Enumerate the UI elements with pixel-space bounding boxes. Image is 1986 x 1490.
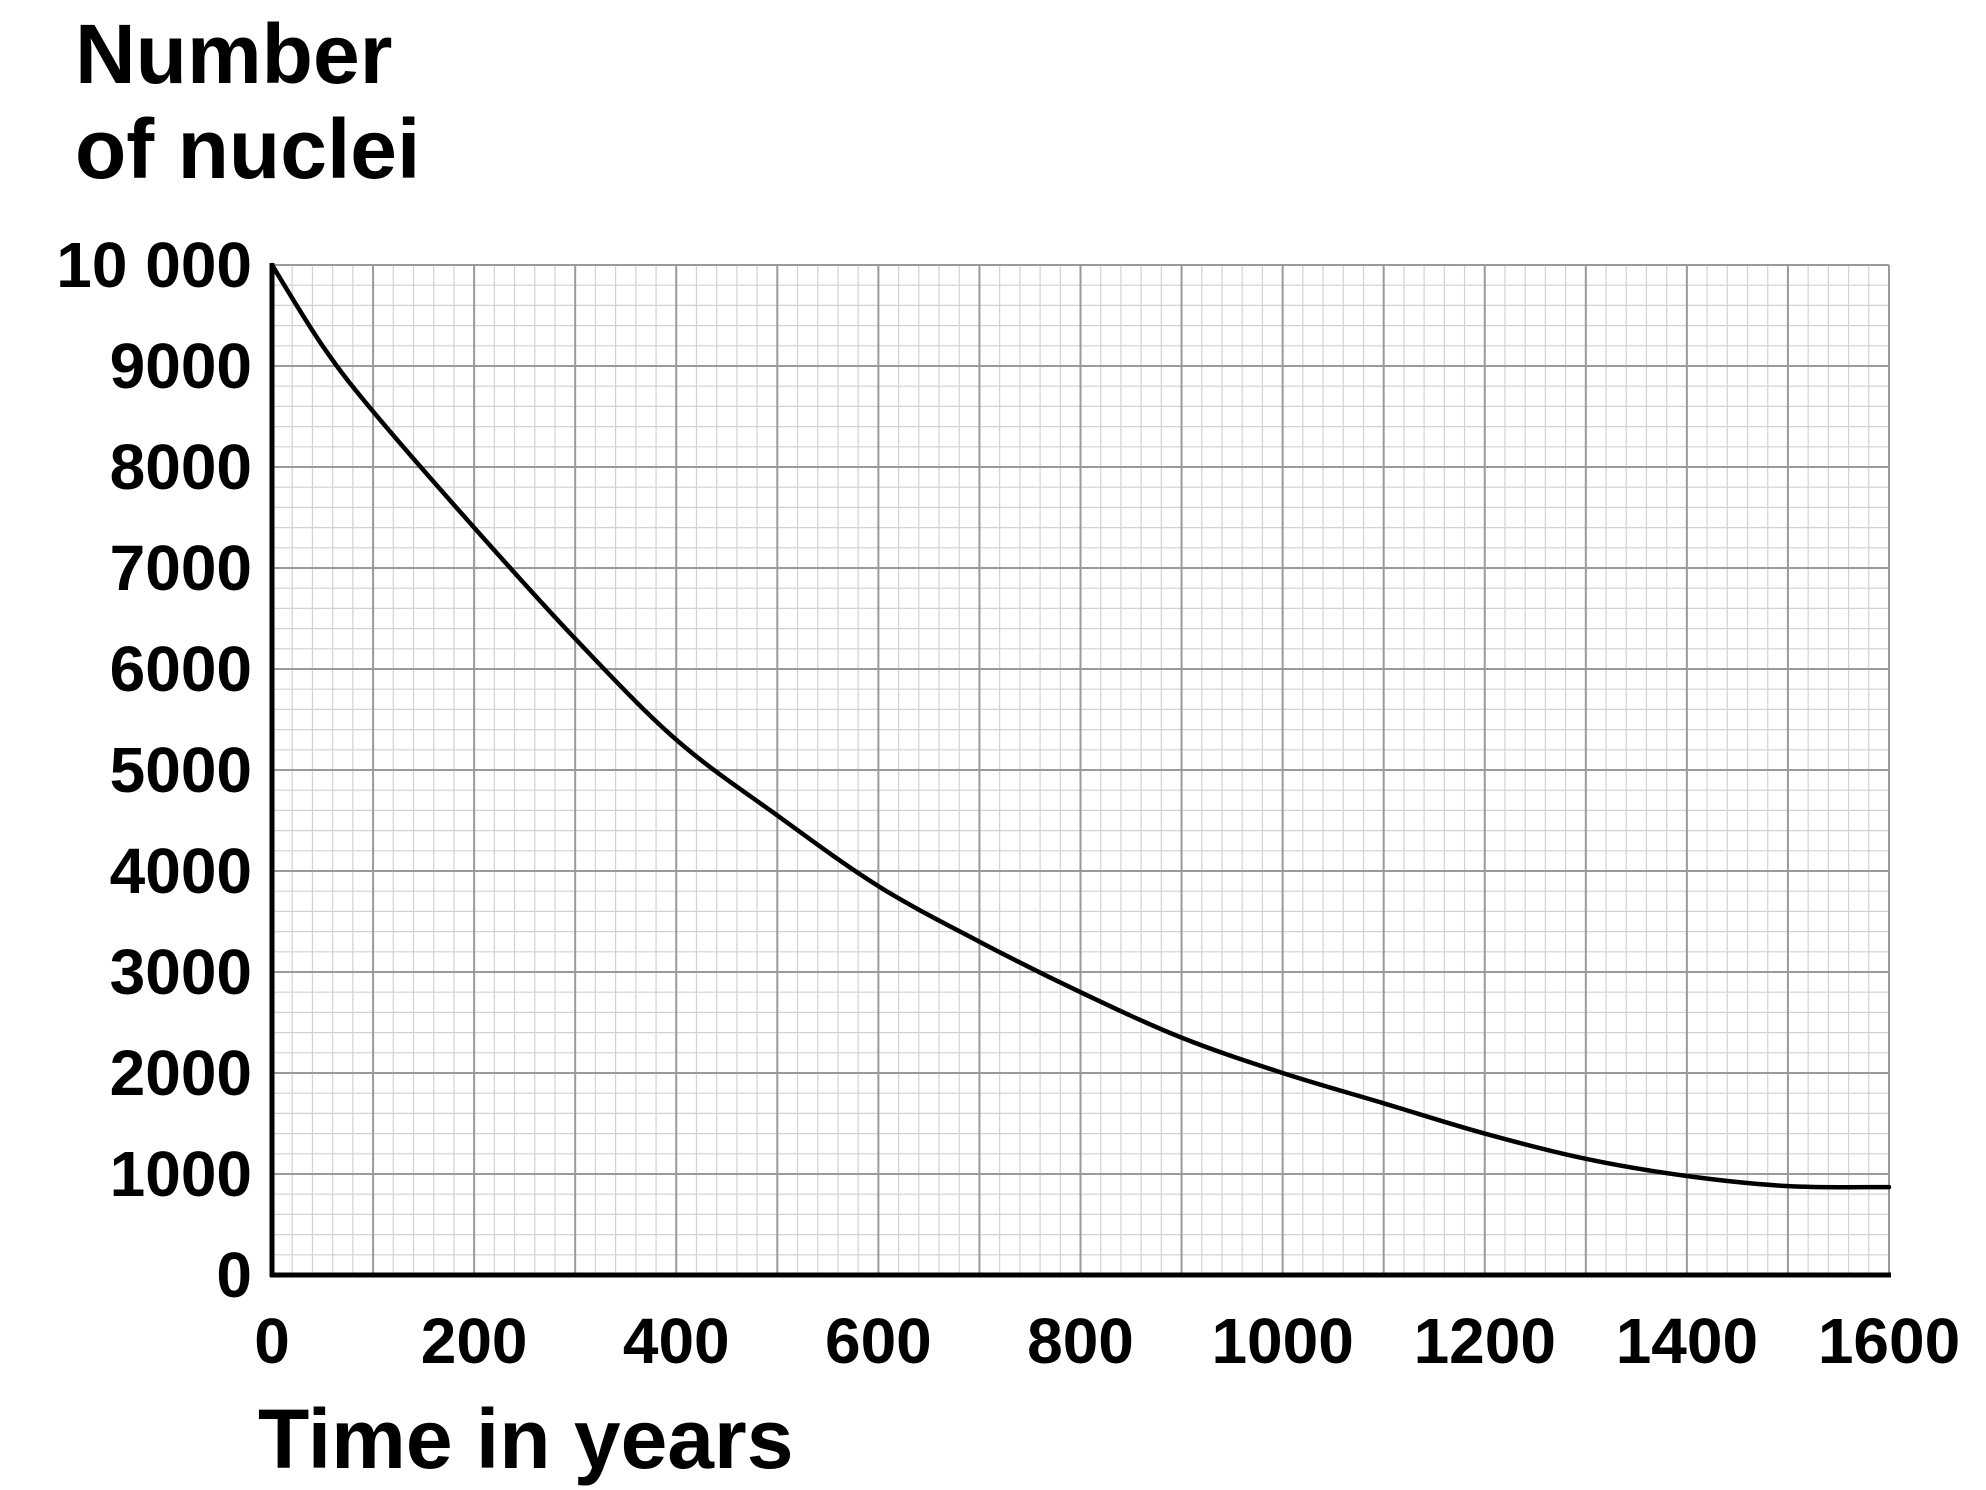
y-tick-label: 7000: [110, 532, 252, 604]
x-tick-label: 1200: [1414, 1305, 1556, 1377]
grid: [271, 264, 1890, 1276]
x-tick-label: 0: [254, 1305, 290, 1377]
x-tick-label: 1400: [1616, 1305, 1758, 1377]
x-tick-label: 1600: [1818, 1305, 1960, 1377]
x-tick-label: 200: [421, 1305, 528, 1377]
axes: [269, 263, 1891, 1278]
decay-curve-line: [269, 262, 1892, 1190]
y-tick-label: 6000: [110, 633, 252, 705]
y-tick-label: 4000: [110, 835, 252, 907]
y-tick-label: 5000: [110, 734, 252, 806]
y-tick-labels: 0 1000 2000 3000 4000 5000 6000 7000 8000 9000 10 …: [56, 229, 252, 1311]
y-axis-title-line-1: Number: [75, 7, 392, 101]
x-tick-label: 1000: [1211, 1305, 1353, 1377]
x-tick-label: 800: [1027, 1305, 1134, 1377]
y-tick-label: 8000: [110, 431, 252, 503]
y-tick-label: 0: [216, 1239, 252, 1311]
y-tick-label: 10 000: [56, 229, 252, 301]
x-tick-label: 400: [623, 1305, 730, 1377]
x-axis-title: Time in years: [258, 1392, 793, 1486]
y-tick-label: 1000: [110, 1138, 252, 1210]
y-axis-title-line-2: of nuclei: [75, 102, 420, 196]
y-tick-label: 2000: [110, 1037, 252, 1109]
y-tick-label: 9000: [110, 330, 252, 402]
x-tick-labels: 0 200 400 600 800 1000 1200 1400 1600: [254, 1305, 1960, 1377]
series-group: [269, 262, 1892, 1190]
y-tick-label: 3000: [110, 936, 252, 1008]
x-tick-label: 600: [825, 1305, 932, 1377]
